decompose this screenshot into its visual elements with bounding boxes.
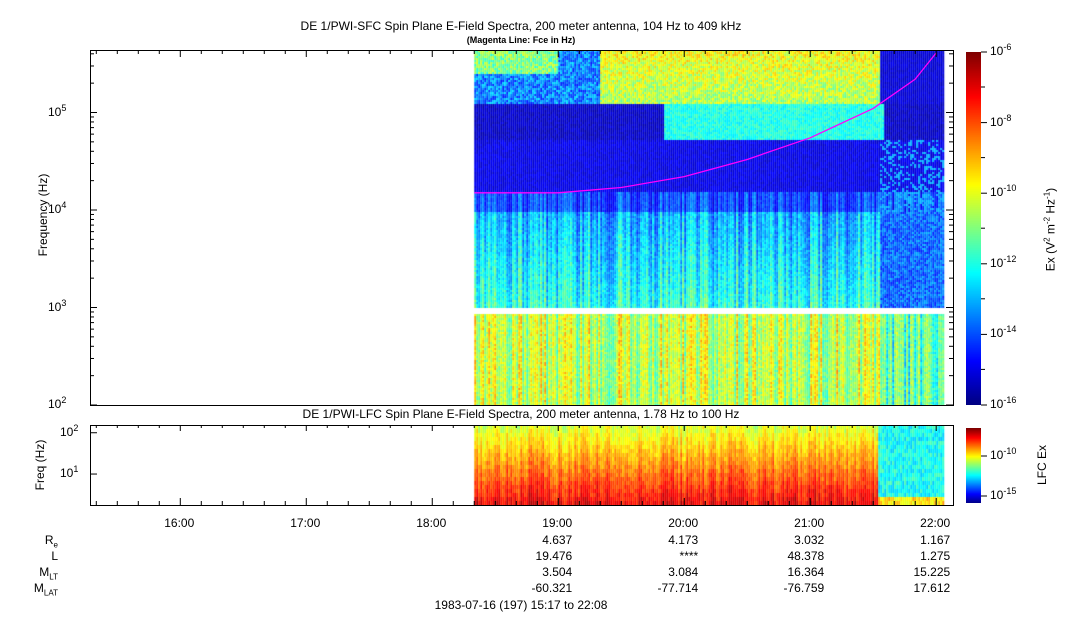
tick-base: 10 [48,299,62,314]
sfc-cbar-tick-label: 10-6 [990,42,1011,58]
tick-base: 10 [990,326,1004,341]
ephemeris-value: **** [679,549,699,563]
sfc-cbar-tick-label: 10-10 [990,183,1016,199]
tick-exponent: 5 [61,102,67,113]
lfc-ytick-label: 101 [60,464,78,480]
tick-base: 10 [990,185,1004,200]
ephemeris-label-0: Re [44,533,58,550]
ephemeris-value: 16.364 [787,565,825,579]
tick-base: 10 [60,466,74,481]
tick-exponent: -12 [1003,253,1017,264]
tick-exponent: -16 [1003,395,1017,405]
sfc-ytick-label: 102 [48,395,66,411]
tick-base: 10 [48,397,62,411]
ephemeris-value: -60.321 [531,581,573,595]
tick-base: 10 [60,424,74,439]
sfc-cbar-tick-label: 10-16 [990,395,1016,411]
tick-exponent: -6 [1003,42,1012,52]
tick-base: 10 [990,255,1004,270]
tick-base: 10 [990,488,1004,502]
ephemeris-value: 48.378 [787,549,825,563]
ephemeris-value: -77.714 [657,581,699,595]
xtick-label: 22:00 [920,516,951,530]
tick-exponent: 2 [61,395,67,405]
sfc-cbar-tick-label: 10-8 [990,113,1011,129]
time-range-footer: 1983-07-16 (197) 15:17 to 22:08 [434,598,608,612]
xtick-label: 21:00 [794,516,825,530]
ephemeris-label-1: L [51,549,58,563]
bottom-title: DE 1/PWI-LFC Spin Plane E-Field Spectra,… [302,407,740,421]
ephemeris-value: 1.275 [920,549,951,563]
ephemeris-value: 19.476 [535,549,573,563]
tick-exponent: -10 [1003,183,1017,194]
sfc-ytick-label: 105 [48,103,66,119]
fce-line [474,52,937,194]
ephemeris-value: 4.173 [668,533,699,547]
tick-base: 10 [48,202,62,216]
sfc-ytick-label: 104 [48,200,66,216]
ephemeris-label-2: MLT [39,565,58,582]
ephemeris-value: 15.225 [913,565,951,579]
tick-base: 10 [990,448,1004,462]
lfc-ytick-label: 102 [60,423,78,439]
lfc-colorbar [966,428,981,503]
tick-exponent: 3 [61,297,67,308]
ephemeris-value: 3.032 [794,533,825,547]
sfc-ytick-label: 103 [48,298,66,314]
tick-exponent: -8 [1003,112,1012,123]
tick-exponent: 4 [61,200,67,210]
tick-base: 10 [990,114,1004,129]
xtick-label: 16:00 [164,516,195,530]
tick-exponent: 1 [73,464,79,475]
ephemeris-value: 3.504 [542,565,573,579]
xtick-label: 18:00 [416,516,447,530]
ephemeris-value: -76.759 [783,581,825,595]
ephemeris-value: 4.637 [542,533,573,547]
sfc-spectrogram [90,50,953,405]
sfc-cbar-tick-label: 10-12 [990,254,1016,270]
ephemeris-label-3: MLAT [33,581,58,598]
tick-exponent: -15 [1003,486,1017,496]
tick-exponent: -14 [1003,324,1017,335]
top-subtitle: (Magenta Line: Fce in Hz) [466,35,576,45]
ephemeris-value: 3.084 [668,565,699,579]
tick-exponent: 2 [73,422,79,433]
xtick-label: 17:00 [290,516,321,530]
lfc-cbar-tick-label: 10-10 [990,446,1016,462]
xtick-label: 19:00 [542,516,573,530]
lfc-cbar-tick-label: 10-15 [990,486,1016,502]
sfc-cbar-tick-label: 10-14 [990,324,1016,340]
top-title: DE 1/PWI-SFC Spin Plane E-Field Spectra,… [300,19,742,33]
tick-exponent: -10 [1003,446,1017,456]
ephemeris-value: 1.167 [920,533,951,547]
ephemeris-value: 17.612 [913,581,951,595]
sfc-colorbar [966,52,981,405]
tick-base: 10 [48,104,62,119]
tick-base: 10 [990,397,1004,411]
tick-base: 10 [990,44,1004,58]
xtick-label: 20:00 [668,516,699,530]
lfc-spectrogram [90,425,953,505]
